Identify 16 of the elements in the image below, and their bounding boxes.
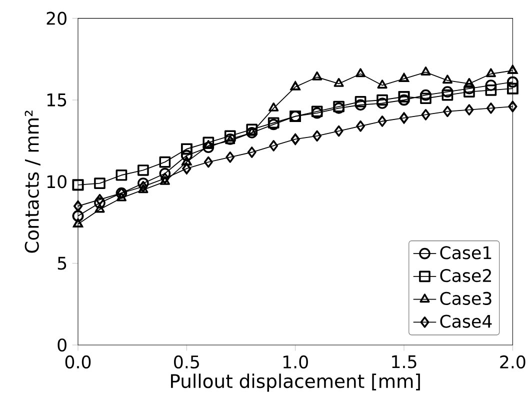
y-tick-label: 15: [47, 94, 66, 106]
y-tick-label: 5: [58, 256, 66, 270]
legend-label: Case3: [440, 292, 492, 305]
x-axis-title: Pullout displacement [mm]: [171, 374, 420, 392]
y-tick-label: 10: [47, 175, 66, 188]
x-tick-label: 0.5: [174, 355, 199, 369]
y-tick-label: 20: [46, 12, 66, 25]
x-tick-label: 1.5: [392, 355, 416, 368]
x-tick-label: 1.0: [283, 355, 308, 369]
x-tick-label: 2.0: [500, 355, 526, 369]
x-tick-label: 0.0: [65, 355, 91, 369]
y-axis-title: Contacts / mm²: [24, 110, 40, 253]
y-tick-label: 0: [58, 338, 66, 352]
legend-label: Case4: [440, 314, 492, 328]
legend-label: Case2: [440, 269, 491, 282]
legend-label: Case1: [440, 246, 492, 260]
